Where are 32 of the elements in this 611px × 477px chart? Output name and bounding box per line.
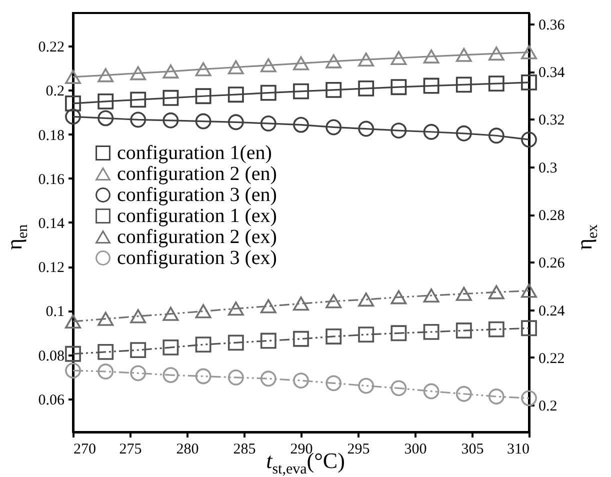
x-tick-label: 270 — [74, 442, 96, 458]
y-tick-label: 0.1 — [46, 304, 64, 320]
x-tick-label: 305 — [461, 442, 484, 458]
y2-tick-label: 0.3 — [538, 160, 558, 176]
legend-label: configuration 3 (ex) — [117, 247, 277, 269]
y-tick-label: 0.08 — [38, 348, 64, 364]
x-tick-label: 280 — [176, 442, 199, 458]
y2-tick-label: 0.28 — [538, 208, 565, 224]
x-tick-label: 310 — [507, 442, 530, 458]
x-tick-label: 285 — [233, 442, 256, 458]
legend-label: configuration 2 (en) — [117, 163, 277, 185]
x-tick-label: 300 — [404, 442, 427, 458]
y2-tick-label: 0.32 — [538, 112, 565, 129]
y2-tick-label: 0.26 — [538, 256, 566, 272]
legend-label: configuration 2 (ex) — [117, 226, 277, 248]
legend-label: configuration 1 (ex) — [117, 205, 277, 227]
y-tick-label: 0.18 — [38, 128, 64, 144]
y2-tick-label: 0.2 — [538, 398, 558, 415]
x-tick-label: 275 — [119, 442, 142, 458]
y-tick-label: 0.2 — [46, 84, 64, 100]
legend-label: configuration 1(en) — [117, 142, 272, 164]
legend-label: configuration 3 (en) — [117, 184, 277, 206]
y-tick-label: 0.06 — [38, 392, 65, 408]
y2-tick-label: 0.36 — [538, 17, 566, 34]
y2-tick-label: 0.24 — [538, 303, 566, 320]
y2-tick-label: 0.22 — [538, 350, 565, 367]
y-tick-label: 0.12 — [38, 260, 64, 276]
y2-tick-label: 0.34 — [538, 65, 566, 82]
y-tick-label: 0.22 — [38, 40, 64, 56]
y-tick-label: 0.14 — [38, 216, 65, 232]
y-tick-label: 0.16 — [38, 172, 65, 188]
x-tick-label: 295 — [347, 442, 370, 458]
